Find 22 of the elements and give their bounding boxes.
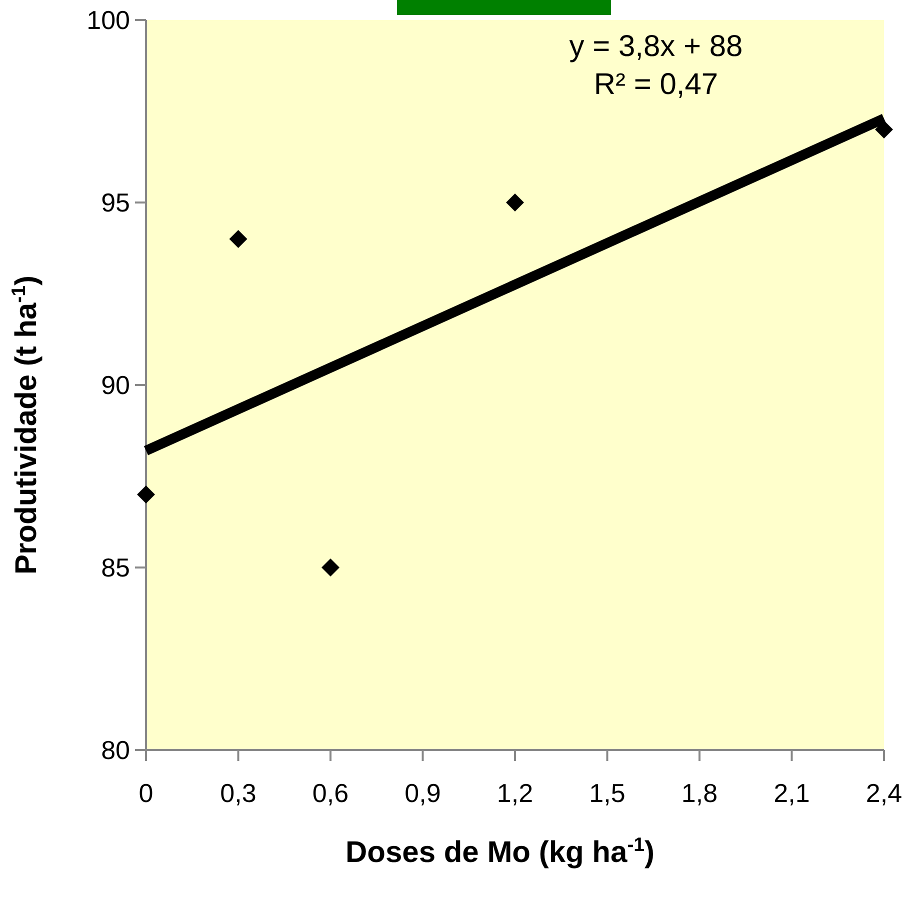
y-tick-label: 90	[101, 370, 130, 400]
x-tick-label: 0,6	[312, 778, 349, 808]
point	[229, 230, 248, 248]
y-tick-label: 95	[101, 188, 130, 218]
x-axis-title: Doses de Mo (kg ha$^{-1}$)	[345, 834, 655, 869]
x-tick-label: 1,5	[589, 778, 626, 808]
x-tick-label: 0,9	[404, 778, 441, 808]
annotation: R² = 0,47	[594, 68, 718, 101]
y-tick-label: 85	[101, 552, 130, 583]
x-tick-label: 1,2	[496, 778, 534, 808]
point	[875, 120, 893, 138]
point	[137, 486, 155, 504]
point	[506, 194, 524, 212]
x-tick-label: 0	[138, 778, 154, 808]
y-tick-label: 100	[86, 5, 130, 36]
x-tick-label: 2,4	[866, 778, 902, 808]
y-tick-label: 80	[101, 735, 130, 766]
x-tick-label: 1,8	[681, 778, 718, 808]
x-tick-label: 2,1	[774, 778, 810, 808]
x-tick-label: 0,3	[220, 778, 256, 808]
annotation: y = 3,8x + 88	[569, 30, 743, 63]
point	[322, 558, 340, 576]
